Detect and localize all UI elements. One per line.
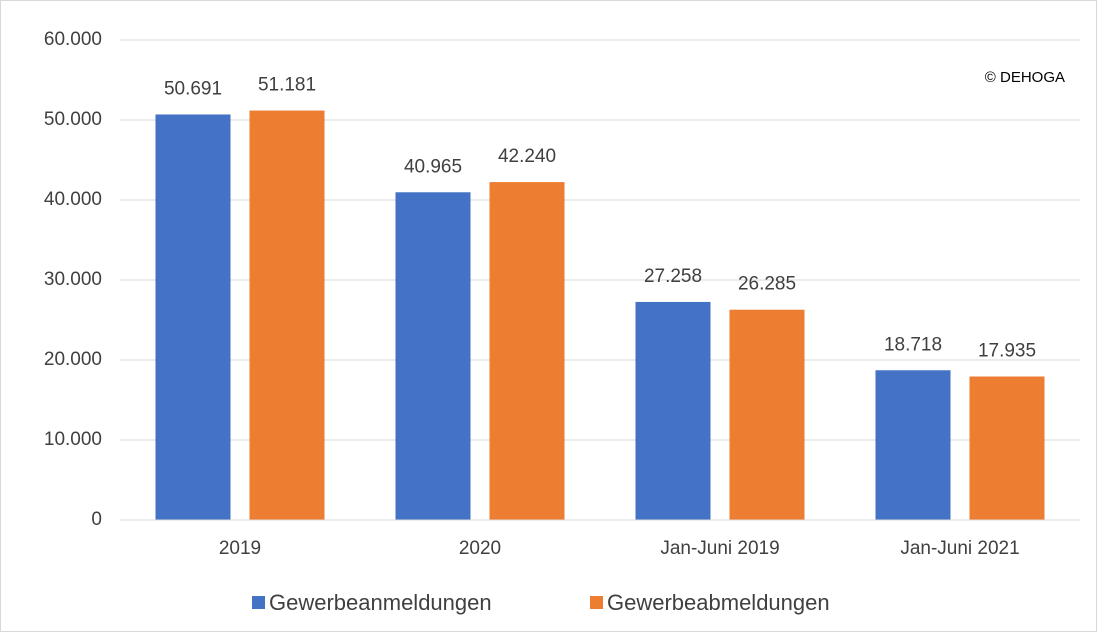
data-label: 26.285 xyxy=(738,274,796,295)
data-label: 40.965 xyxy=(404,156,462,177)
bar xyxy=(395,192,471,520)
y-tick-label: 10.000 xyxy=(44,429,102,450)
legend-swatch xyxy=(252,596,265,609)
legend-swatch xyxy=(590,596,603,609)
y-tick-label: 40.000 xyxy=(44,189,102,210)
bar xyxy=(155,114,231,521)
x-tick-label: 2020 xyxy=(459,538,501,559)
data-label: 50.691 xyxy=(164,78,222,99)
annotation: © DEHOGA xyxy=(985,69,1065,86)
legend-label: Gewerbeabmeldungen xyxy=(607,590,830,615)
bar xyxy=(729,309,805,520)
y-tick-label: 0 xyxy=(91,509,102,530)
data-label: 18.718 xyxy=(884,334,942,355)
data-label: 17.935 xyxy=(978,341,1036,362)
data-label: 27.258 xyxy=(644,266,702,287)
x-tick-label: 2019 xyxy=(219,538,261,559)
bar xyxy=(489,182,565,520)
x-tick-label: Jan-Juni 2021 xyxy=(900,538,1019,559)
y-tick-label: 60.000 xyxy=(44,29,102,50)
bar xyxy=(249,110,325,520)
y-tick-label: 20.000 xyxy=(44,349,102,370)
bar xyxy=(635,301,711,520)
y-tick-label: 50.000 xyxy=(44,109,102,130)
bar xyxy=(875,370,951,520)
data-label: 51.181 xyxy=(258,75,316,96)
legend-label: Gewerbeanmeldungen xyxy=(269,590,492,615)
y-tick-label: 30.000 xyxy=(44,269,102,290)
x-tick-label: Jan-Juni 2019 xyxy=(660,538,779,559)
data-label: 42.240 xyxy=(498,146,556,167)
bar xyxy=(969,376,1045,520)
